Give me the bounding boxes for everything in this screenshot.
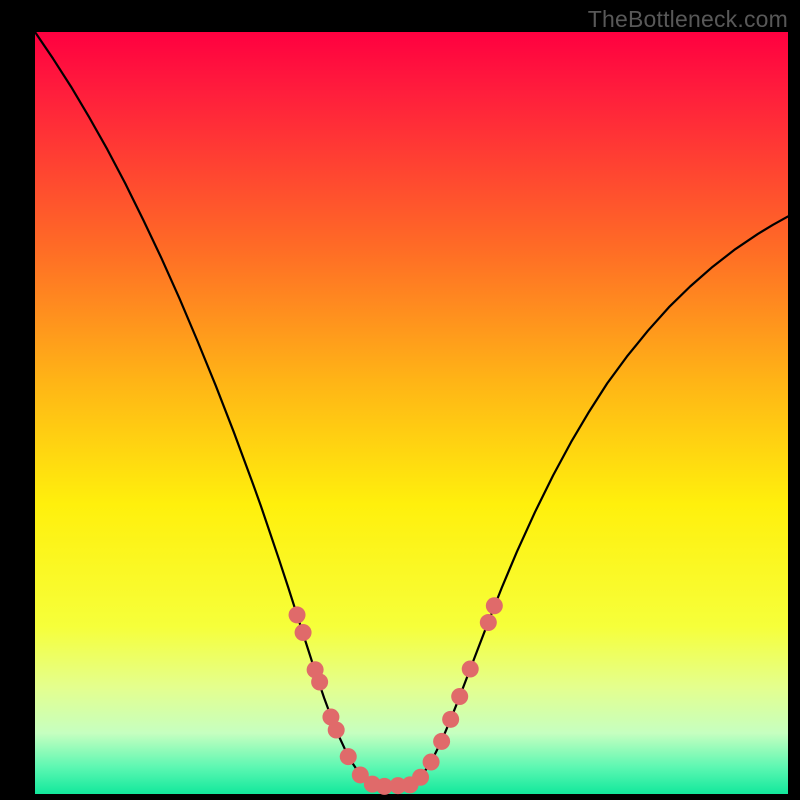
data-marker bbox=[486, 597, 503, 614]
data-marker bbox=[328, 721, 345, 738]
data-marker bbox=[442, 711, 459, 728]
data-marker bbox=[433, 733, 450, 750]
data-marker bbox=[289, 606, 306, 623]
data-marker bbox=[480, 614, 497, 631]
plot-area bbox=[35, 32, 788, 794]
data-marker bbox=[295, 624, 312, 641]
data-marker bbox=[423, 754, 440, 771]
data-marker bbox=[311, 673, 328, 690]
data-marker bbox=[451, 688, 468, 705]
curve-svg bbox=[35, 32, 788, 794]
data-marker bbox=[462, 661, 479, 678]
data-marker bbox=[340, 748, 357, 765]
watermark-text: TheBottleneck.com bbox=[588, 6, 788, 33]
data-marker bbox=[412, 769, 429, 786]
plot-background bbox=[35, 32, 788, 794]
chart-canvas: TheBottleneck.com bbox=[0, 0, 800, 800]
